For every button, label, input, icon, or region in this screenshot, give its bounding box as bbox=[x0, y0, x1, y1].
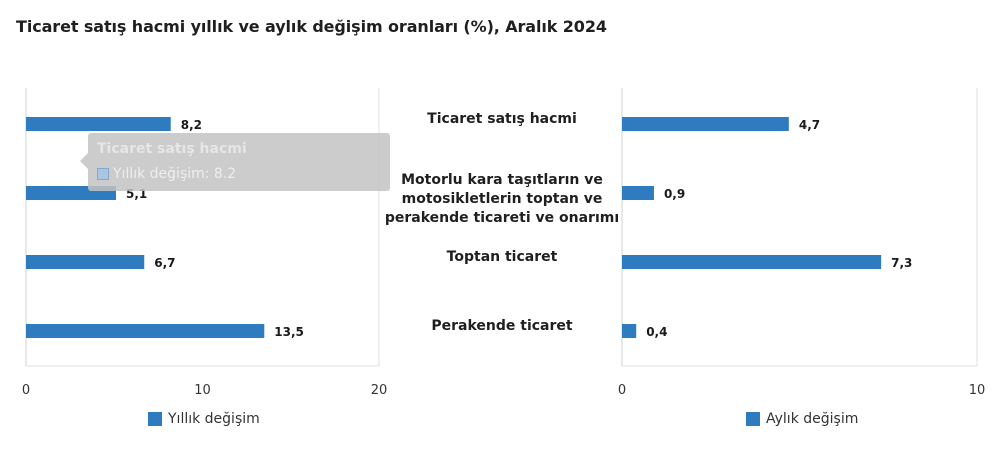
x-tick-label-0-1: 10 bbox=[194, 383, 211, 398]
bar-0-3 bbox=[26, 324, 265, 338]
legend-swatch-yillik bbox=[148, 412, 162, 426]
category-label-1-0: Motorlu kara taşıtların ve bbox=[401, 172, 603, 188]
bar-1-3 bbox=[622, 324, 637, 338]
x-tick-label-1-0: 0 bbox=[618, 383, 626, 398]
x-tick-label-0-0: 0 bbox=[22, 383, 30, 398]
chart-title: Ticaret satış hacmi yıllık ve aylık deği… bbox=[16, 17, 607, 36]
value-label-1-2: 7,3 bbox=[891, 256, 912, 270]
tooltip: Ticaret satış hacmi Yıllık değişim: 8.2 bbox=[80, 133, 390, 191]
value-label-1-0: 4,7 bbox=[799, 118, 820, 132]
tooltip-swatch bbox=[97, 168, 109, 180]
tooltip-row: Yıllık değişim: 8.2 bbox=[97, 166, 236, 182]
legend-label-aylik: Aylık değişim bbox=[766, 411, 859, 427]
legend-yillik[interactable]: Yıllık değişim bbox=[148, 410, 260, 428]
x-tick-label-0-2: 20 bbox=[371, 383, 388, 398]
category-label-1-2: perakende ticareti ve onarımı bbox=[385, 210, 619, 226]
legend-swatch-aylik bbox=[746, 412, 760, 426]
bar-1-1 bbox=[622, 186, 654, 200]
value-label-0-2: 6,7 bbox=[154, 256, 175, 270]
tooltip-title: Ticaret satış hacmi bbox=[97, 141, 247, 157]
legend-label-yillik: Yıllık değişim bbox=[168, 411, 260, 427]
category-label-2-0: Toptan ticaret bbox=[447, 249, 558, 265]
value-label-1-3: 0,4 bbox=[646, 325, 667, 339]
category-label-1-1: motosikletlerin toptan ve bbox=[402, 191, 603, 207]
bar-1-2 bbox=[622, 255, 882, 269]
value-label-0-0: 8,2 bbox=[181, 118, 202, 132]
bar-1-0 bbox=[622, 117, 789, 131]
value-label-1-1: 0,9 bbox=[664, 187, 685, 201]
category-label-3-0: Perakende ticaret bbox=[431, 318, 573, 334]
category-label-0-0: Ticaret satış hacmi bbox=[427, 111, 577, 127]
tooltip-value: Yıllık değişim: 8.2 bbox=[113, 166, 237, 182]
bar-0-0 bbox=[26, 117, 171, 131]
x-tick-label-1-1: 10 bbox=[969, 383, 986, 398]
value-label-0-3: 13,5 bbox=[274, 325, 304, 339]
bar-0-2 bbox=[26, 255, 145, 269]
legend-aylik[interactable]: Aylık değişim bbox=[746, 410, 858, 428]
